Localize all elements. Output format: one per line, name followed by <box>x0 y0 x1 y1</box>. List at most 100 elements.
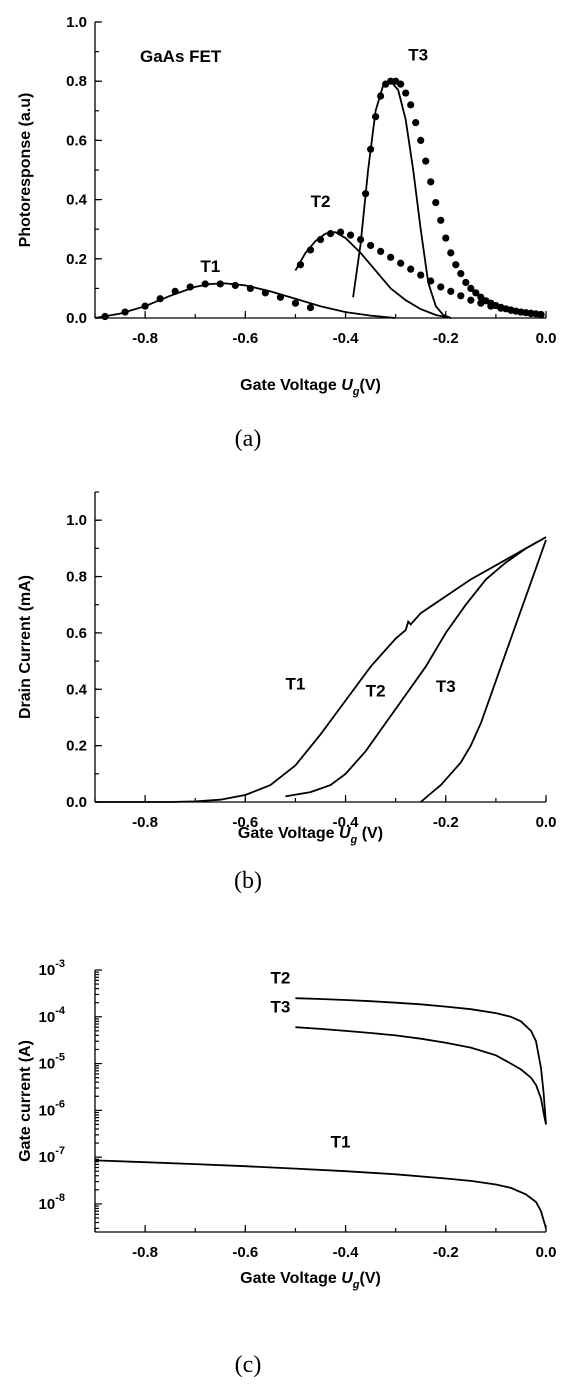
data-point <box>276 293 285 301</box>
data-point <box>336 228 345 236</box>
y-tick-label: 10-3 <box>39 958 65 979</box>
data-point <box>201 280 209 288</box>
data-point <box>156 295 164 303</box>
data-point <box>457 292 465 300</box>
data-point <box>306 304 315 312</box>
panel-caption: (c) <box>235 1352 262 1378</box>
data-point <box>537 310 545 319</box>
data-point <box>231 281 239 290</box>
series-label: T3 <box>408 45 428 64</box>
data-point <box>467 284 475 292</box>
x-tick-label: 0.0 <box>536 1244 557 1261</box>
data-point <box>397 80 405 88</box>
data-point <box>457 270 465 278</box>
y-tick-label: 0.8 <box>66 73 87 90</box>
data-point <box>291 299 300 307</box>
y-tick-label: 10-7 <box>39 1145 65 1166</box>
data-point <box>417 136 425 144</box>
series-label: T3 <box>270 997 290 1016</box>
y-tick-label: 0.2 <box>66 738 87 755</box>
chart-panel-1: -0.8 -0.6 -0.4 -0.2 0.0 0.0 0.2 0.4 0.6 0.8 1.0 T1 T… <box>17 14 556 452</box>
data-point <box>367 145 375 153</box>
chart-panel-3: -0.8 -0.6 -0.4 -0.2 0.0 10-8 10-7 10-6 10-5 10-4 1… <box>17 958 556 1378</box>
data-point <box>121 308 129 316</box>
y-tick-label: 0.8 <box>66 569 87 586</box>
data-point <box>447 287 455 295</box>
x-tick-label: -0.4 <box>333 330 360 347</box>
data-point <box>246 284 254 292</box>
data-point <box>101 312 109 321</box>
y-axis-title: Photoresponse (a.u) <box>17 93 34 248</box>
y-tick-label: 0.0 <box>66 794 87 811</box>
y-tick-label: 0.0 <box>66 310 87 327</box>
y-tick-label: 10-5 <box>39 1052 65 1073</box>
x-tick-label: -0.8 <box>132 814 158 831</box>
data-point <box>261 289 269 297</box>
data-point <box>326 230 335 238</box>
x-tick-label: -0.6 <box>232 1244 258 1261</box>
data-point <box>427 178 435 186</box>
data-point <box>306 246 315 254</box>
data-point <box>422 157 430 165</box>
y-axis-title: Gate current (A) <box>17 1040 34 1162</box>
data-point <box>462 278 470 287</box>
x-tick-label: -0.2 <box>433 330 459 347</box>
series-label: T1 <box>331 1133 351 1152</box>
data-point <box>407 101 415 109</box>
series-t2-data <box>296 228 545 319</box>
series-label: T2 <box>270 968 290 987</box>
data-point <box>186 283 194 291</box>
data-point <box>472 289 480 297</box>
panel-caption: (a) <box>235 426 262 452</box>
y-tick-label: 0.6 <box>66 132 87 149</box>
data-point <box>141 302 149 310</box>
data-point <box>452 261 460 269</box>
x-axis-title: Gate Voltage Ug(V) <box>240 377 381 398</box>
series-line-t3 <box>420 539 547 803</box>
series-label: T2 <box>311 192 331 211</box>
x-tick-label: -0.2 <box>433 814 459 831</box>
x-tick-label: -0.6 <box>232 330 258 347</box>
data-point <box>447 249 455 257</box>
data-point <box>417 271 425 279</box>
chart-panel-2: -0.8 -0.6 -0.4 -0.2 0.0 0.0 0.2 0.4 0.6 0.8 1.0 T1 T… <box>17 491 557 894</box>
chart-annotation: GaAs FET <box>140 47 222 66</box>
data-point <box>362 190 370 198</box>
data-point <box>296 261 305 269</box>
data-point <box>432 198 440 207</box>
series-line-t2 <box>294 231 451 319</box>
x-tick-label: -0.6 <box>232 814 258 831</box>
y-tick-label: 0.4 <box>66 192 88 209</box>
data-point <box>437 283 445 291</box>
y-tick-label: 10-4 <box>39 1005 66 1026</box>
data-point <box>402 89 410 97</box>
x-tick-label: -0.4 <box>333 814 360 831</box>
x-tick-label: -0.8 <box>132 1244 158 1261</box>
series-label: T3 <box>436 677 456 696</box>
y-tick-label: 0.4 <box>66 681 88 698</box>
series-line-t2 <box>285 536 547 798</box>
data-point <box>171 287 179 295</box>
x-tick-label: -0.8 <box>132 330 158 347</box>
series-line-t1 <box>95 536 547 803</box>
data-point <box>216 280 224 288</box>
x-axis-title: Gate Voltage Ug(V) <box>240 1270 381 1291</box>
data-point <box>397 259 405 267</box>
data-point <box>346 231 355 239</box>
y-tick-label: 1.0 <box>66 512 87 529</box>
series-line-t2 <box>295 997 547 1125</box>
series-line-t3 <box>295 1026 547 1125</box>
y-tick-label: 0.2 <box>66 251 87 268</box>
panel-caption: (b) <box>234 868 262 894</box>
series-t3-data <box>362 77 545 319</box>
series-label: T1 <box>200 257 220 276</box>
data-point <box>442 234 450 242</box>
x-tick-label: 0.0 <box>536 814 557 831</box>
data-point <box>412 119 420 127</box>
data-point <box>387 253 395 261</box>
data-point <box>467 296 475 304</box>
data-point <box>437 216 445 224</box>
x-tick-label: -0.4 <box>333 1244 360 1261</box>
data-point <box>377 92 385 100</box>
